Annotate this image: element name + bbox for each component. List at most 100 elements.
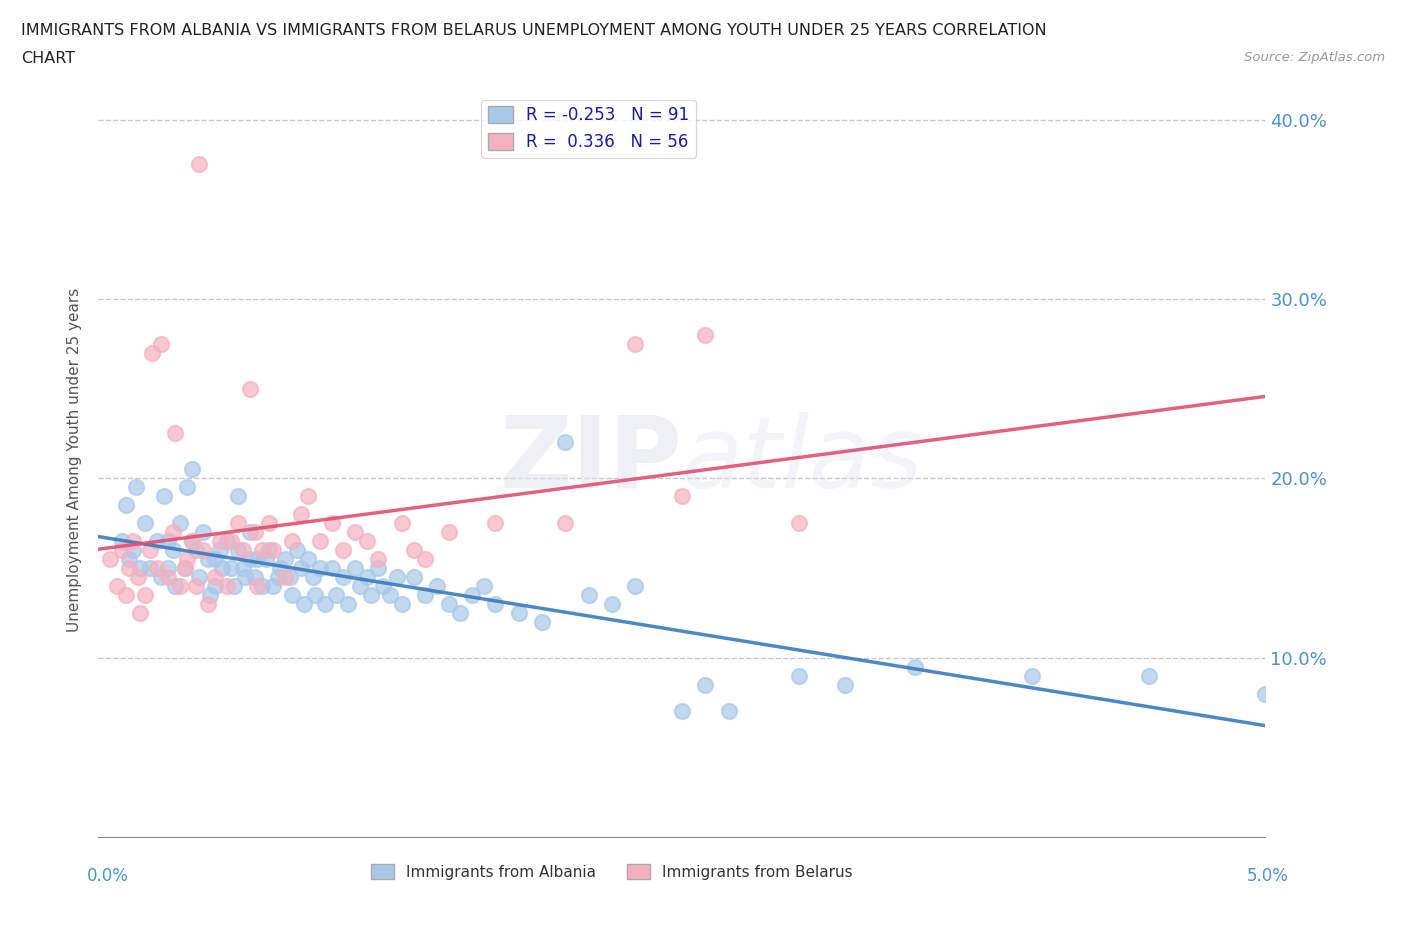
Point [285,542,308,557]
Text: CHART: CHART [21,51,75,66]
Point [274,551,297,566]
Text: 5.0%: 5.0% [1247,867,1289,885]
Point [472,578,495,593]
Point [292,596,315,611]
Point [221,561,243,576]
Point [187,569,209,584]
Point [508,605,530,620]
Point [269,561,291,576]
Point [281,588,304,603]
Point [624,337,647,352]
Point [437,525,460,539]
Point [367,551,389,566]
Point [157,569,180,584]
Point [391,596,413,611]
Point [232,542,254,557]
Point [290,561,312,576]
Point [243,569,266,584]
Point [176,480,198,495]
Point [1254,686,1277,701]
Point [169,515,191,530]
Point [180,534,202,549]
Point [671,489,693,504]
Point [257,542,280,557]
Point [278,569,301,584]
Point [211,561,233,576]
Point [150,569,173,584]
Point [162,525,184,539]
Point [834,677,856,692]
Point [204,578,226,593]
Point [380,588,402,603]
Point [787,668,810,683]
Point [263,578,285,593]
Point [600,596,623,611]
Point [127,569,149,584]
Point [111,542,134,557]
Point [162,542,184,557]
Point [98,551,121,566]
Point [221,534,243,549]
Point [321,515,343,530]
Point [297,551,319,566]
Point [695,327,717,342]
Point [239,381,262,396]
Point [360,588,382,603]
Point [239,551,262,566]
Point [134,588,156,603]
Point [243,525,266,539]
Point [332,542,354,557]
Point [157,534,180,549]
Point [228,515,250,530]
Point [554,515,576,530]
Point [165,578,187,593]
Point [146,561,169,576]
Point [256,551,278,566]
Point [239,525,262,539]
Point [281,534,304,549]
Point [180,534,202,549]
Point [118,551,141,566]
Point [157,561,180,576]
Point [193,542,215,557]
Point [232,561,254,576]
Point [344,525,367,539]
Point [152,489,174,504]
Point [250,578,273,593]
Point [122,534,145,549]
Point [165,426,187,441]
Point [297,489,319,504]
Point [304,588,326,603]
Point [367,561,389,576]
Point [356,534,378,549]
Text: atlas: atlas [682,412,924,509]
Point [302,569,325,584]
Point [246,551,269,566]
Point [263,542,285,557]
Point [321,561,343,576]
Point [437,596,460,611]
Point [578,588,600,603]
Point [402,569,425,584]
Point [267,569,290,584]
Point [173,561,195,576]
Point [671,704,693,719]
Point [290,507,312,522]
Point [530,615,553,630]
Point [717,704,740,719]
Point [215,578,238,593]
Y-axis label: Unemployment Among Youth under 25 years: Unemployment Among Youth under 25 years [67,288,83,632]
Point [187,157,209,172]
Point [208,534,231,549]
Point [413,551,436,566]
Point [373,578,395,593]
Point [274,569,297,584]
Point [173,561,195,576]
Point [204,551,226,566]
Point [105,578,128,593]
Text: Source: ZipAtlas.com: Source: ZipAtlas.com [1244,51,1385,64]
Point [228,542,250,557]
Point [129,605,152,620]
Point [169,578,191,593]
Point [139,542,162,557]
